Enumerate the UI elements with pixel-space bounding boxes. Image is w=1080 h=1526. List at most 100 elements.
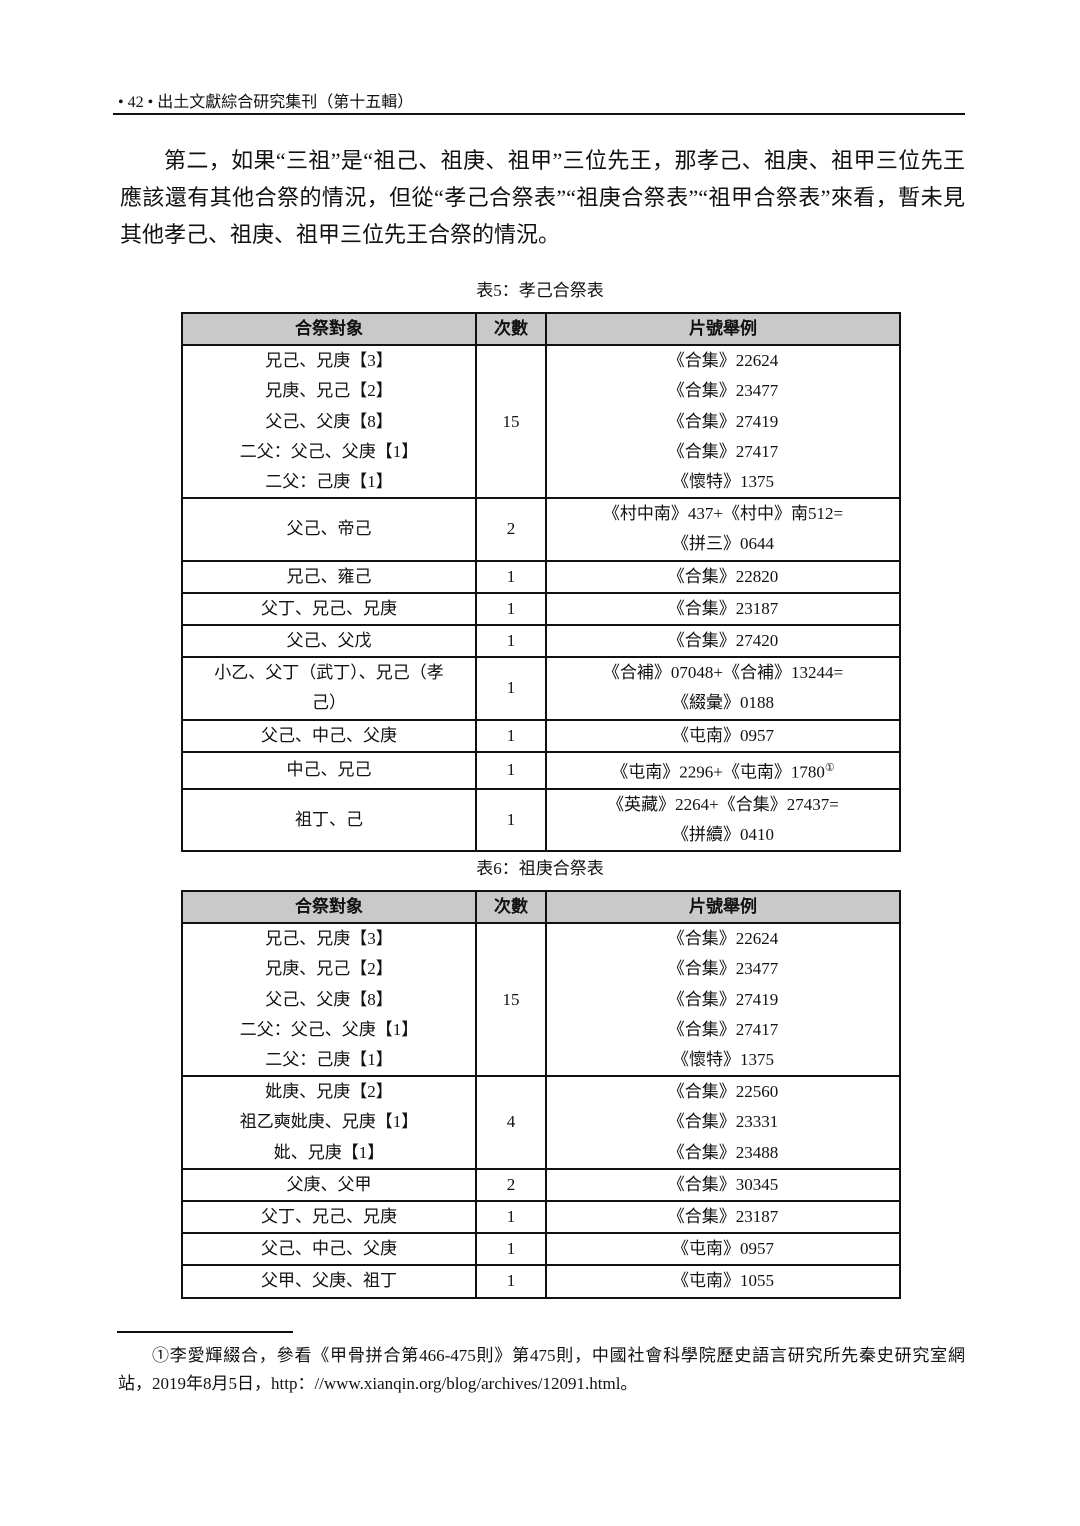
cell-count-line: 1: [506, 631, 516, 651]
cell-refs: 《屯南》0957: [545, 1232, 901, 1267]
cell-objects-line: 兄庚、兄己【2】: [265, 381, 393, 401]
cell-objects-line: 祖乙奭妣庚、兄庚【1】: [239, 1112, 419, 1132]
table-row: 父己、中己、父庚 1 《屯南》0957: [181, 1232, 901, 1267]
cell-refs-line: 《合集》23187: [667, 1207, 779, 1227]
cell-count-line: 2: [506, 1174, 516, 1194]
table-row: 父甲、父庚、祖丁 1 《屯南》1055: [181, 1264, 901, 1299]
cell-count-line: 1: [506, 1239, 516, 1259]
cell-objects: 妣庚、兄庚【2】 祖乙奭妣庚、兄庚【1】 妣、兄庚【1】: [181, 1075, 477, 1170]
footnote-rule: [117, 1331, 293, 1333]
cell-count: 1: [475, 1200, 547, 1235]
cell-refs-line: 《合集》22560: [667, 1082, 779, 1102]
cell-objects-line: 父己、父戊: [286, 631, 372, 651]
cell-objects-line: 父己、中己、父庚: [261, 1239, 397, 1259]
footnote-mark[interactable]: ①: [824, 761, 835, 774]
table-xiaoji-joint-sacrifice: 合祭對象 次數 片號舉例 兄己、兄庚【3】 兄庚、兄己【2】 父己、父庚【8】 二父：…: [181, 311, 901, 853]
cell-objects-line: 父己、父庚【8】: [265, 411, 393, 431]
cell-objects-line: 祖丁、己: [295, 809, 363, 829]
cell-objects: 兄己、兄庚【3】 兄庚、兄己【2】 父己、父庚【8】 二父：父己、父庚【1】 二父：己庚…: [181, 344, 477, 500]
cell-count: 1: [475, 559, 547, 594]
cell-count: 1: [475, 624, 547, 659]
table-row: 小乙、父丁（武丁）、兄己（孝 己） 1 《合補》07048+《合補》13244= 《綴彙…: [181, 656, 901, 721]
cell-refs-line: 《屯南》0957: [672, 1239, 774, 1259]
cell-count: 2: [475, 1167, 547, 1203]
body-paragraph: 第二，如果“三祖”是“祖己、祖庚、祖甲”三位先王，那孝己、祖庚、祖甲三位先王應該…: [120, 148, 965, 247]
cell-refs-line: 《懷特》1375: [672, 472, 774, 492]
header-objects: 合祭對象: [181, 889, 477, 925]
cell-refs-line: 《合集》27419: [667, 411, 779, 431]
cell-refs: 《合補》07048+《合補》13244= 《綴彙》0188: [545, 656, 901, 721]
cell-refs: 《合集》22624 《合集》23477 《合集》27419 《合集》27417 《懷特》…: [545, 344, 901, 500]
cell-refs: 《合集》27420: [545, 624, 901, 659]
cell-objects-line: 小乙、父丁（武丁）、兄己（孝: [214, 663, 444, 683]
cell-refs: 《合集》30345: [545, 1167, 901, 1203]
header-refs: 片號舉例: [545, 889, 901, 925]
cell-refs-line: 《合集》23488: [667, 1142, 779, 1162]
cell-refs-line: 《拼三》0644: [672, 534, 774, 554]
table6-caption: 表6：祖庚合祭表: [476, 859, 604, 878]
cell-refs-line: 《屯南》1055: [672, 1271, 774, 1291]
cell-count-line: 1: [506, 566, 516, 586]
header-count: 次數: [475, 311, 547, 347]
cell-objects: 父己、帝己: [181, 497, 477, 562]
cell-objects: 父丁、兄己、兄庚: [181, 1200, 477, 1235]
cell-objects-line: 中己、兄己: [286, 760, 372, 780]
table-row: 父丁、兄己、兄庚 1 《合集》23187: [181, 1200, 901, 1235]
table-row: 兄己、雍己 1 《合集》22820: [181, 559, 901, 594]
cell-refs-line: 《合集》23187: [667, 598, 779, 618]
cell-refs: 《合集》22624 《合集》23477 《合集》27419 《合集》27417 《懷特》…: [545, 922, 901, 1078]
cell-objects-line: 妣庚、兄庚【2】: [265, 1082, 393, 1102]
table-row: 父庚、父甲 2 《合集》30345: [181, 1167, 901, 1203]
cell-count-line: 15: [502, 411, 520, 431]
cell-count-line: 1: [506, 1207, 516, 1227]
cell-count-line: 1: [506, 760, 516, 780]
cell-objects-line: 父丁、兄己、兄庚: [261, 1207, 397, 1227]
cell-objects: 祖丁、己: [181, 787, 477, 853]
cell-objects-line: 父己、帝己: [286, 519, 372, 539]
table5-caption: 表5：孝己合祭表: [476, 281, 604, 300]
table-row: 祖丁、己 1 《英藏》2264+《合集》27437= 《拼續》0410: [181, 787, 901, 853]
running-header: • 42 • 出土文獻綜合研究集刊（第十五輯）: [118, 94, 414, 111]
cell-refs: 《村中南》437+《村中》南512= 《拼三》0644: [545, 497, 901, 562]
table-header-row: 合祭對象 次數 片號舉例: [181, 889, 901, 925]
table-row: 父丁、兄己、兄庚 1 《合集》23187: [181, 591, 901, 627]
cell-refs-line: 《英藏》2264+《合集》27437=: [607, 794, 839, 814]
cell-count: 15: [475, 344, 547, 500]
cell-count-line: 1: [506, 1271, 516, 1291]
cell-objects-line: 父己、父庚【8】: [265, 989, 393, 1009]
cell-refs-line: 《屯南》0957: [672, 725, 774, 745]
cell-objects: 兄己、兄庚【3】 兄庚、兄己【2】 父己、父庚【8】 二父：父己、父庚【1】 二父：己庚…: [181, 922, 477, 1078]
cell-refs-line: 《合集》27420: [667, 631, 779, 651]
cell-objects-line: 二父：父己、父庚【1】: [239, 441, 419, 461]
cell-refs-line: 《懷特》1375: [672, 1050, 774, 1070]
cell-objects: 中己、兄己: [181, 750, 477, 790]
cell-count-line: 1: [506, 678, 516, 698]
cell-count: 1: [475, 591, 547, 627]
cell-count-line: 2: [506, 519, 516, 539]
cell-refs-line: 《合集》22624: [667, 929, 779, 949]
header-count: 次數: [475, 889, 547, 925]
cell-objects: 父甲、父庚、祖丁: [181, 1264, 477, 1299]
cell-count: 15: [475, 922, 547, 1078]
cell-objects-line: 兄己、兄庚【3】: [265, 929, 393, 949]
cell-refs-line: 《合集》22624: [667, 351, 779, 371]
cell-objects: 父己、父戊: [181, 624, 477, 659]
cell-count: 1: [475, 718, 547, 753]
cell-refs-line: 《合集》30345: [667, 1174, 779, 1194]
cell-refs: 《合集》22560 《合集》23331 《合集》23488: [545, 1075, 901, 1170]
table-zugeng-joint-sacrifice: 合祭對象 次數 片號舉例 兄己、兄庚【3】 兄庚、兄己【2】 父己、父庚【8】 二父：…: [181, 889, 901, 1299]
cell-count: 4: [475, 1075, 547, 1170]
cell-objects: 父丁、兄己、兄庚: [181, 591, 477, 627]
cell-count: 1: [475, 1232, 547, 1267]
cell-objects-line: 兄庚、兄己【2】: [265, 959, 393, 979]
cell-refs-line: 《村中南》437+《村中》南512=: [602, 504, 844, 524]
table-row: 妣庚、兄庚【2】 祖乙奭妣庚、兄庚【1】 妣、兄庚【1】 4 《合集》22560 《合集》…: [181, 1075, 901, 1170]
cell-refs-line: 《合集》23477: [667, 381, 779, 401]
cell-refs: 《合集》23187: [545, 1200, 901, 1235]
cell-objects-line: 父庚、父甲: [286, 1174, 372, 1194]
cell-refs: 《合集》22820: [545, 559, 901, 594]
cell-objects-line: 兄己、兄庚【3】: [265, 351, 393, 371]
cell-refs-line: 《合集》23477: [667, 959, 779, 979]
cell-count: 1: [475, 787, 547, 853]
table-row: 父己、父戊 1 《合集》27420: [181, 624, 901, 659]
